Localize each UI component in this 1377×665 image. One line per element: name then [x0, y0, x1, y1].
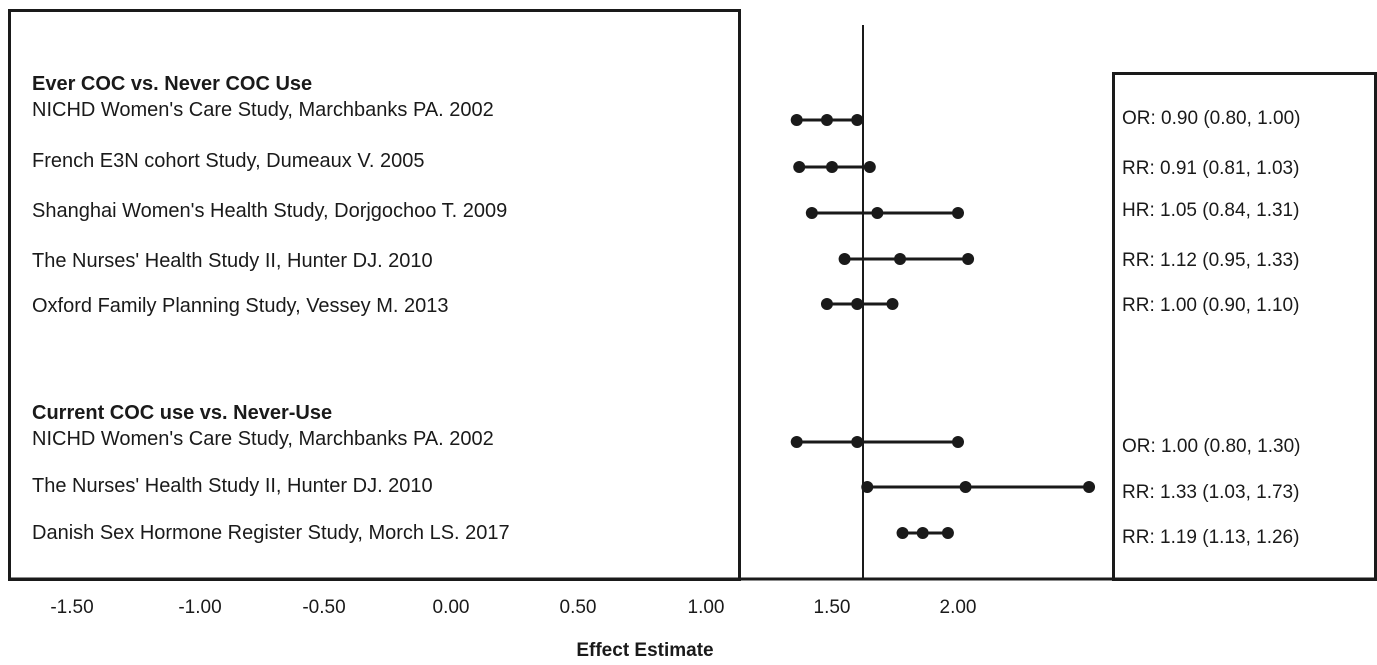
- interval-marks: [790, 114, 1096, 539]
- group-header: Current COC use vs. Never-Use: [32, 402, 333, 424]
- estimate-value: RR: 1.19 (1.13, 1.26): [1122, 527, 1300, 548]
- study-label: NICHD Women's Care Study, Marchbanks PA.…: [32, 99, 494, 121]
- point-estimate-dot: [826, 161, 838, 173]
- ci-bound-dot: [790, 114, 803, 126]
- point-estimate-dot: [871, 207, 884, 219]
- ci-bound-dot: [805, 207, 818, 219]
- estimate-value: RR: 0.91 (0.81, 1.03): [1122, 158, 1300, 179]
- x-tick-label: -1.50: [50, 597, 94, 618]
- x-axis-label: Effect Estimate: [576, 640, 714, 661]
- x-tick-label: 0.00: [432, 597, 470, 618]
- estimate-value: RR: 1.33 (1.03, 1.73): [1122, 482, 1300, 503]
- ci-bound-dot: [863, 161, 876, 173]
- x-tick-label: 2.00: [939, 597, 977, 618]
- x-tick-label: -0.50: [302, 597, 346, 618]
- ci-bound-dot: [941, 527, 954, 539]
- study-label: Danish Sex Hormone Register Study, Morch…: [32, 522, 510, 544]
- point-estimate-dot: [916, 527, 929, 539]
- estimate-box: [1112, 72, 1377, 581]
- study-label-box: [8, 9, 741, 581]
- estimate-value: OR: 1.00 (0.80, 1.30): [1122, 436, 1301, 457]
- ci-bound-dot: [952, 207, 964, 219]
- ci-bound-dot: [851, 114, 864, 126]
- group-header: Ever COC vs. Never COC Use: [32, 73, 313, 95]
- study-label: Oxford Family Planning Study, Vessey M. …: [32, 295, 449, 317]
- point-estimate-dot: [959, 481, 972, 493]
- ci-bound-dot: [793, 161, 806, 173]
- study-label: The Nurses' Health Study II, Hunter DJ. …: [32, 475, 433, 497]
- estimate-value: RR: 1.00 (0.90, 1.10): [1122, 295, 1300, 316]
- point-estimate-dot: [851, 298, 864, 310]
- x-tick-label: 0.50: [559, 597, 597, 618]
- ci-bound-dot: [790, 436, 803, 448]
- ci-bound-dot: [820, 298, 833, 310]
- ci-bound-dot: [952, 436, 964, 448]
- ci-bound-dot: [861, 481, 874, 493]
- ci-bound-dot: [1083, 481, 1096, 493]
- x-tick-label: 1.00: [687, 597, 725, 618]
- point-estimate-dot: [894, 253, 907, 265]
- ci-bound-dot: [838, 253, 851, 265]
- estimate-value: HR: 1.05 (0.84, 1.31): [1122, 200, 1300, 221]
- study-label: The Nurses' Health Study II, Hunter DJ. …: [32, 250, 433, 272]
- estimate-value: RR: 1.12 (0.95, 1.33): [1122, 250, 1300, 271]
- point-estimate-dot: [851, 436, 864, 448]
- estimate-value: OR: 0.90 (0.80, 1.00): [1122, 108, 1301, 129]
- ci-bound-dot: [886, 298, 899, 310]
- point-estimate-dot: [820, 114, 833, 126]
- ci-bound-dot: [962, 253, 975, 265]
- x-tick-label: 1.50: [813, 597, 851, 618]
- x-tick-label: -1.00: [178, 597, 222, 618]
- ci-bound-dot: [896, 527, 909, 539]
- study-label: French E3N cohort Study, Dumeaux V. 2005: [32, 150, 425, 172]
- study-label: NICHD Women's Care Study, Marchbanks PA.…: [32, 428, 494, 450]
- study-label: Shanghai Women's Health Study, Dorjgocho…: [32, 200, 508, 222]
